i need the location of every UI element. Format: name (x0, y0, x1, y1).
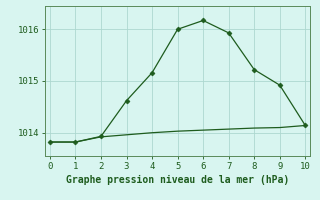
X-axis label: Graphe pression niveau de la mer (hPa): Graphe pression niveau de la mer (hPa) (66, 175, 289, 185)
